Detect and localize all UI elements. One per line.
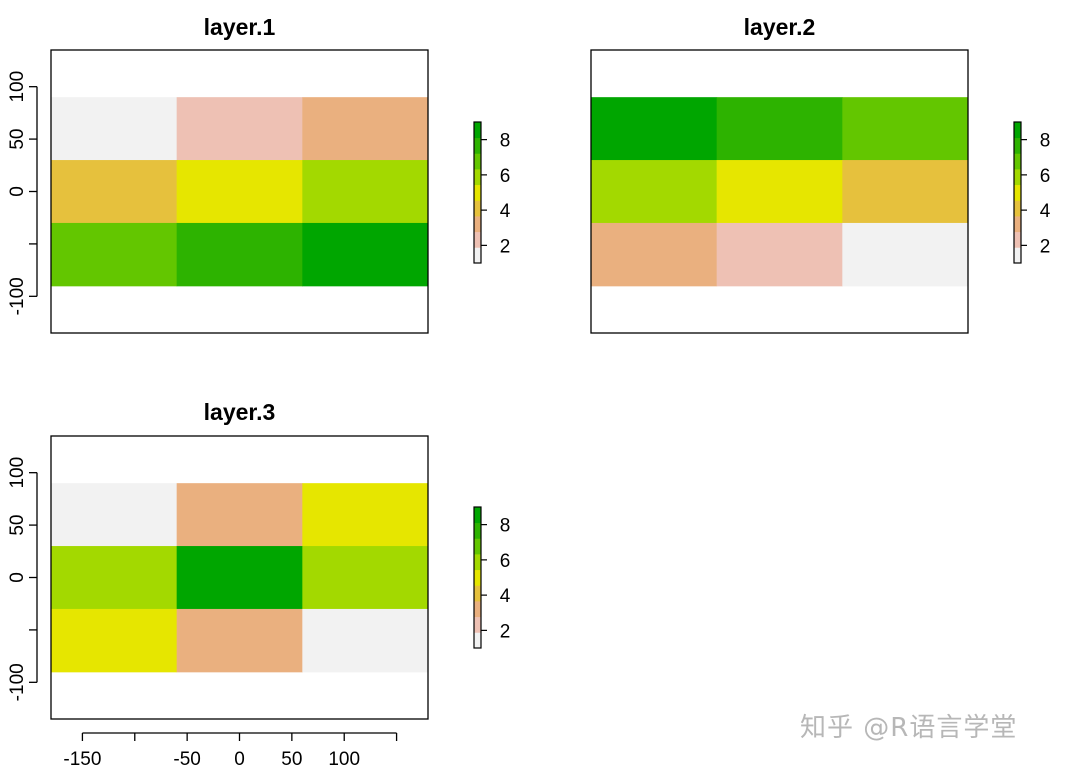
legend-swatch	[1014, 169, 1021, 186]
raster-cell	[716, 222, 843, 287]
legend-tick-label: 4	[1040, 201, 1051, 222]
y-tick-label: -100	[7, 277, 28, 315]
raster-cell	[176, 546, 303, 610]
y-tick-label: 0	[7, 572, 28, 583]
raster-cell	[176, 608, 303, 673]
legend-tick-label: 8	[500, 516, 511, 537]
legend-swatch	[474, 122, 481, 139]
legend-swatch	[474, 231, 481, 248]
raster-cell	[51, 483, 178, 547]
legend-box	[473, 121, 482, 264]
y-tick-label: 50	[7, 515, 28, 536]
raster-cell	[716, 97, 843, 161]
legend-tick-label: 8	[500, 131, 511, 152]
chart-title: layer.2	[744, 14, 816, 40]
legend-swatch	[474, 169, 481, 186]
legend-swatch	[1014, 153, 1021, 170]
legend-swatch	[474, 137, 481, 154]
raster-cell	[842, 222, 969, 287]
legend-swatch	[474, 200, 481, 217]
legend-tick-label: 6	[500, 166, 511, 187]
raster-cell	[842, 97, 969, 161]
chart-panel-1: layer.1 -100 0 50 100 2 4 6 8	[7, 14, 511, 334]
plot-box	[50, 49, 429, 334]
raster-cell	[51, 160, 178, 224]
legend-swatch	[474, 247, 481, 264]
legend-swatch	[1014, 247, 1021, 264]
x-tick-label: -50	[173, 749, 200, 770]
raster-cell	[302, 546, 429, 610]
legend-swatch	[1014, 184, 1021, 201]
legend-swatch	[474, 507, 481, 524]
chart-title: layer.3	[204, 399, 276, 425]
legend-swatch	[1014, 216, 1021, 233]
raster-cell	[51, 608, 178, 673]
legend-tick-label: 4	[500, 201, 511, 222]
raster-cell	[716, 160, 843, 224]
legend-tick-label: 2	[1040, 236, 1051, 257]
raster-cell	[842, 160, 969, 224]
legend-tick-label: 4	[500, 586, 511, 607]
raster-cell	[302, 222, 429, 287]
raster-cell	[302, 608, 429, 673]
raster-cell	[176, 160, 303, 224]
y-tick-label: 100	[7, 457, 28, 489]
raster-cell	[176, 97, 303, 161]
legend-swatch	[1014, 122, 1021, 139]
y-tick-label: -100	[7, 663, 28, 701]
raster-cell	[302, 97, 429, 161]
legend-swatch	[474, 554, 481, 571]
legend-swatch	[474, 616, 481, 633]
legend-swatch	[1014, 137, 1021, 154]
legend-tick-label: 8	[1040, 131, 1051, 152]
raster-cell	[302, 483, 429, 547]
legend-swatch	[1014, 200, 1021, 217]
raster-cell	[302, 160, 429, 224]
legend-swatch	[474, 184, 481, 201]
raster-cell	[591, 97, 718, 161]
chart-panel-3: layer.3 -100 0 50 100 -150 -50 0 50 100 2 4 6 8	[7, 399, 511, 770]
y-tick-label: 0	[7, 186, 28, 197]
legend-swatch	[474, 153, 481, 170]
raster-cell	[591, 160, 718, 224]
x-tick-label: 0	[234, 749, 245, 770]
legend-swatch	[474, 601, 481, 618]
legend-box	[1013, 121, 1022, 264]
legend-swatch	[474, 538, 481, 555]
legend-swatch	[474, 632, 481, 649]
legend-box	[473, 506, 482, 649]
watermark-text: 知乎 @R语言学堂	[800, 713, 1018, 743]
x-tick-label: 100	[328, 749, 360, 770]
x-tick-label: -150	[63, 749, 101, 770]
chart-panel-2: layer.2 2 4 6 8	[590, 14, 1051, 334]
legend-swatch	[474, 522, 481, 539]
legend-swatch	[1014, 231, 1021, 248]
legend-swatch	[474, 585, 481, 602]
raster-cell	[51, 97, 178, 161]
x-tick-label: 50	[281, 749, 302, 770]
plot-box	[50, 435, 429, 720]
legend-swatch	[474, 216, 481, 233]
legend-tick-label: 2	[500, 236, 511, 257]
raster-cell	[176, 222, 303, 287]
raster-cell	[591, 222, 718, 287]
legend-tick-label: 6	[1040, 166, 1051, 187]
y-tick-label: 100	[7, 71, 28, 103]
legend-swatch	[474, 569, 481, 586]
legend-tick-label: 6	[500, 551, 511, 572]
raster-cell	[51, 546, 178, 610]
plot-box	[590, 49, 969, 334]
raster-cell	[176, 483, 303, 547]
y-tick-label: 50	[7, 129, 28, 150]
raster-cell	[51, 222, 178, 287]
chart-title: layer.1	[204, 14, 276, 40]
legend-tick-label: 2	[500, 621, 511, 642]
